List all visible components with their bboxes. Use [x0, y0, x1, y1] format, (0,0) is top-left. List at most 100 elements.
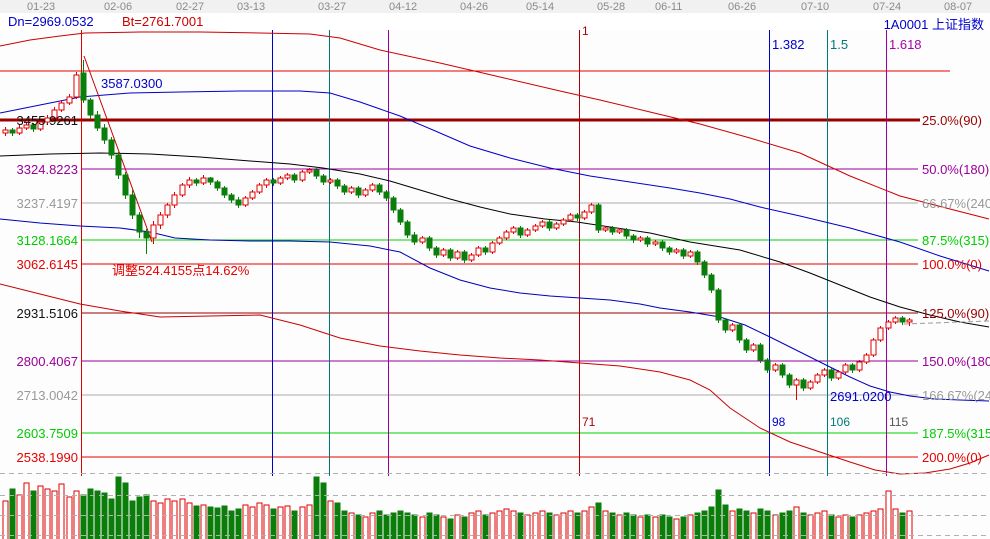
candle-body	[355, 187, 362, 196]
volume-bar	[666, 516, 673, 539]
wave-number-label: 1	[582, 24, 589, 38]
volume-bar	[179, 498, 186, 539]
volume-bar	[214, 507, 221, 539]
volume-bar	[193, 505, 200, 539]
candle-body	[482, 247, 489, 253]
volume-bar	[390, 512, 397, 539]
volume-bar	[150, 500, 157, 539]
candle-body	[906, 319, 913, 323]
volume-bar	[708, 506, 715, 539]
price-level-label: 2603.7509	[16, 426, 78, 441]
bar-count-label: 115	[889, 415, 909, 429]
volume-bar	[701, 510, 708, 539]
curve-ma-blue	[0, 90, 990, 272]
volume-bar	[814, 512, 821, 539]
candle-body	[115, 154, 122, 176]
candle-body	[659, 241, 666, 249]
candle-body	[468, 254, 475, 261]
volume-bar	[482, 514, 489, 539]
candle-body	[200, 177, 207, 184]
retracement-pct-label: 50.0%(180)	[922, 162, 990, 177]
price-level-label: 3237.4197	[16, 196, 78, 211]
retracement-annotation: 调整524.4155点14.62%	[112, 263, 250, 278]
candle-body	[835, 371, 842, 379]
volume-bar	[906, 510, 913, 539]
volume-bar	[115, 476, 122, 539]
candle-body	[235, 199, 242, 206]
candle-body	[306, 169, 313, 173]
volume-bar	[44, 488, 51, 539]
volume-bar	[362, 516, 369, 539]
candle-body	[673, 249, 680, 253]
price-level-label: 2538.1990	[16, 450, 78, 465]
volume-bar	[291, 510, 298, 539]
candle-body	[828, 369, 835, 379]
volume-bar	[164, 498, 171, 539]
price-level-label: 2931.5106	[16, 306, 78, 321]
curve-ma-black	[0, 152, 990, 328]
candle-body	[814, 374, 821, 383]
volume-bar	[870, 510, 877, 539]
candle-body	[870, 339, 877, 356]
volume-bar	[369, 512, 376, 539]
candle-body	[397, 209, 404, 223]
candle-body	[270, 179, 277, 184]
candle-body	[750, 344, 757, 351]
volume-bar	[517, 512, 524, 539]
candle-body	[80, 72, 87, 101]
volume-bar	[122, 482, 129, 539]
date-tick-label: 05-28	[597, 1, 626, 13]
candle-body	[164, 204, 171, 216]
candle-body	[637, 237, 644, 241]
volume-bar	[221, 505, 228, 539]
candle-body	[454, 251, 461, 259]
volume-bar	[228, 510, 235, 539]
date-tick-label: 02-06	[104, 1, 133, 13]
candle-body	[821, 369, 828, 376]
retracement-pct-label: 150.0%(180)	[922, 354, 990, 369]
volume-bar	[750, 512, 757, 539]
candle-body	[30, 124, 37, 130]
candle-body	[736, 324, 743, 341]
volume-bar	[899, 512, 906, 539]
candle-body	[581, 211, 588, 219]
candle-body	[666, 247, 673, 253]
date-tick-label: 05-14	[526, 1, 555, 13]
candle-body	[800, 379, 807, 389]
candle-body	[496, 237, 503, 244]
volume-bar	[447, 518, 454, 539]
volume-bar	[23, 482, 30, 539]
bt-value: Bt=2761.7001	[122, 14, 204, 29]
candle-body	[772, 364, 779, 371]
candle-body	[899, 317, 906, 323]
date-tick-label: 07-10	[801, 1, 830, 13]
volume-bar	[764, 510, 771, 539]
volume-bar	[877, 508, 884, 539]
candle-body	[793, 379, 800, 386]
volume-bar	[454, 514, 461, 539]
retracement-pct-label: 200.0%(0)	[922, 450, 982, 465]
volume-bar	[588, 506, 595, 539]
retracement-pct-label: 100.0%(0)	[922, 257, 982, 272]
volume-bar	[524, 514, 531, 539]
volume-bar	[256, 502, 263, 539]
volume-bar	[16, 494, 23, 539]
volume-bar	[779, 512, 786, 539]
candle-body	[757, 344, 764, 361]
candle-body	[390, 197, 397, 211]
candle-body	[877, 327, 884, 341]
volume-bar	[284, 505, 291, 539]
candle-body	[157, 214, 164, 226]
volume-bar	[129, 500, 136, 539]
candle-body	[249, 191, 256, 199]
candle-body	[602, 227, 609, 231]
bar-count-label: 98	[772, 415, 786, 429]
volume-bar	[101, 492, 108, 539]
candle-body	[517, 227, 524, 236]
volume-bar	[567, 510, 574, 539]
volume-bar	[397, 510, 404, 539]
candle-body	[369, 184, 376, 191]
volume-bar	[539, 510, 546, 539]
